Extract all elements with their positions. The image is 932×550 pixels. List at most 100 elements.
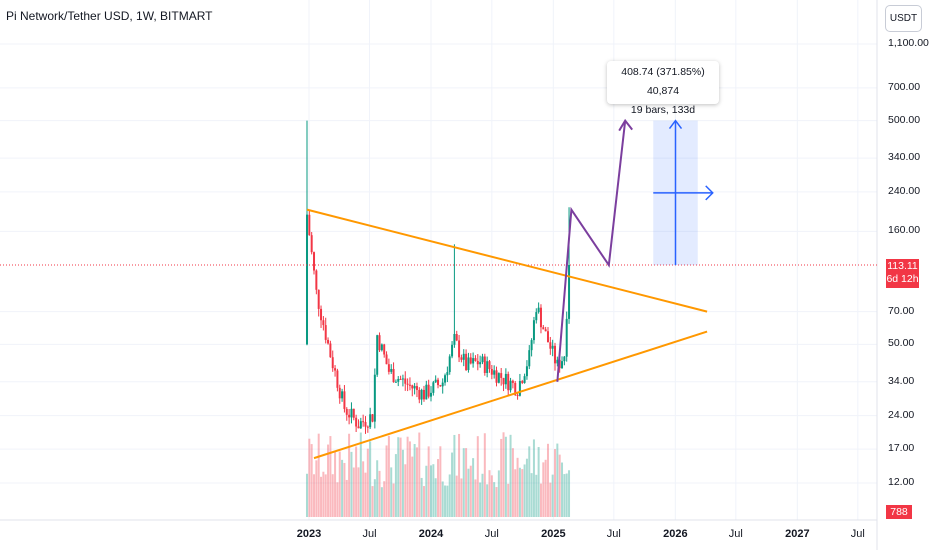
candle-body	[336, 370, 339, 388]
volume-bar	[397, 437, 400, 517]
candle-body	[305, 214, 308, 345]
volume-bar	[430, 465, 432, 517]
candle-body	[348, 414, 351, 418]
volume-bar	[422, 486, 425, 517]
volume-bar	[434, 478, 437, 517]
measure-span: 19 bars, 133d	[630, 104, 696, 116]
candle-body	[329, 343, 332, 358]
candle-body	[334, 368, 337, 371]
measure-time-arrowhead	[705, 185, 714, 201]
currency-selector[interactable]: USDT	[885, 5, 922, 32]
candle-body	[371, 414, 374, 422]
candle-body	[523, 376, 526, 383]
volume-bar	[315, 460, 318, 517]
candle-body	[525, 366, 528, 377]
volume-bar	[535, 474, 538, 517]
candle-body	[465, 353, 468, 371]
upper-trendline	[306, 208, 708, 313]
volume-bar	[462, 448, 465, 517]
candle-body	[528, 350, 531, 367]
measure-change: 408.74 (371.85%) 40,874	[621, 66, 705, 97]
time-tick-label: Jul	[728, 528, 743, 540]
volume-bar	[469, 465, 472, 517]
volume-bar	[453, 434, 456, 517]
measure-tool	[653, 119, 714, 266]
volume-bar	[539, 483, 542, 517]
candle-body	[411, 385, 414, 389]
volume-bar	[322, 471, 325, 517]
volume-bar	[310, 444, 313, 517]
candle-body	[415, 386, 418, 390]
candle-body	[544, 329, 547, 332]
candle-body	[551, 345, 554, 349]
volume-bar	[568, 470, 571, 517]
volume-bar	[364, 472, 367, 517]
candle-body	[364, 422, 367, 427]
volume-bar	[525, 458, 528, 517]
candle-body	[341, 391, 344, 399]
candle-body	[378, 335, 381, 351]
volume-bar	[504, 436, 507, 517]
candle-body	[542, 327, 545, 330]
candle-body	[357, 426, 360, 429]
volume-bar	[476, 436, 479, 517]
volume-bar	[418, 432, 421, 517]
volume-bar	[394, 454, 397, 517]
candle-body	[404, 378, 407, 384]
candle-body	[399, 378, 402, 380]
candle-body	[320, 308, 323, 321]
volume-bar	[542, 462, 545, 517]
candle-body	[439, 385, 442, 387]
candles	[305, 120, 571, 434]
candle-body	[418, 389, 421, 400]
candle-body	[401, 378, 404, 380]
volume-bar	[514, 469, 517, 517]
volume-bar	[486, 484, 489, 517]
volume-bar	[458, 433, 461, 517]
volume-bar	[345, 479, 348, 517]
volume-bar	[516, 457, 519, 517]
volume-bar	[446, 485, 449, 517]
volume-bar	[359, 432, 362, 517]
lower-trendline	[313, 330, 708, 460]
candle-body	[530, 340, 533, 351]
volume-bar	[338, 451, 341, 517]
candle-body	[338, 387, 341, 399]
volume-bar	[313, 474, 316, 517]
price-tick-label: 700.00	[888, 80, 921, 93]
volume-bar	[308, 438, 311, 517]
volume-bar	[488, 470, 491, 517]
candle-body	[434, 379, 437, 383]
volume-bar	[404, 464, 407, 517]
volume-bar	[413, 444, 416, 517]
price-tick-label: 70.00	[888, 304, 915, 317]
volume-bar	[371, 486, 374, 517]
candle-body	[373, 374, 376, 422]
candle-body	[380, 344, 383, 351]
projection-path	[556, 120, 627, 382]
candle-body	[448, 356, 451, 373]
candle-body	[387, 364, 390, 372]
volume-bar	[448, 474, 451, 517]
volume-bar	[415, 447, 418, 517]
candle-body	[479, 362, 482, 365]
volume-bar	[481, 473, 484, 517]
volume-bar	[551, 474, 554, 517]
candle-body	[385, 354, 388, 365]
volume-bar	[383, 481, 386, 517]
volume-bar	[518, 467, 521, 517]
volume-bar	[532, 439, 535, 517]
volume-bar	[483, 433, 486, 517]
volume-bar	[502, 432, 505, 517]
volume-bar	[341, 459, 344, 517]
candle-body	[343, 391, 346, 409]
candle-body	[392, 368, 395, 383]
volume-bar	[465, 448, 468, 517]
candle-body	[521, 381, 524, 383]
price-tick-label: 500.00	[888, 113, 921, 126]
volume-bar	[305, 473, 308, 517]
candle-body	[322, 320, 325, 326]
price-tick-label: 1,100.00	[888, 37, 929, 49]
volume-bar	[392, 483, 395, 517]
